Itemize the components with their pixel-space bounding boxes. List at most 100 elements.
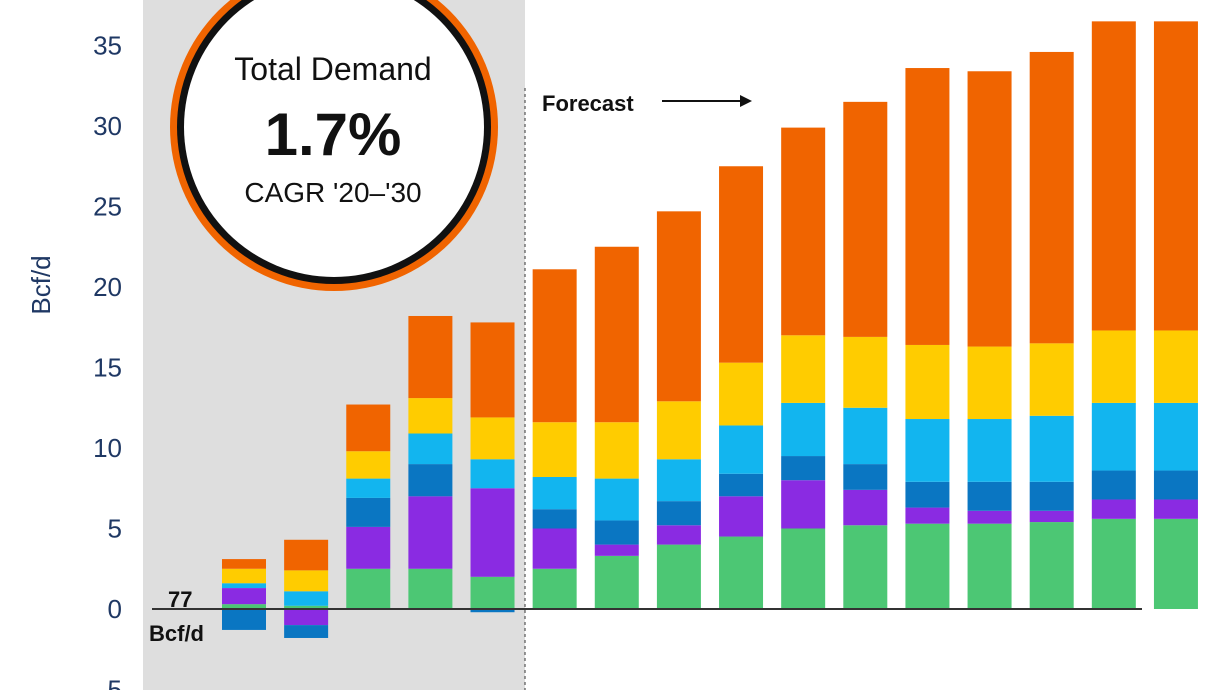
callout-value: 1.7% <box>265 101 402 168</box>
bar-segment <box>843 489 888 526</box>
bar-segment <box>222 583 266 589</box>
bar-segment <box>346 478 391 498</box>
bar-segment <box>781 528 826 609</box>
bar-segment <box>470 576 515 609</box>
bar-segment <box>1091 499 1136 519</box>
callout-title: Total Demand <box>234 51 431 87</box>
bar-segment <box>346 526 391 569</box>
bar-segment <box>408 315 453 399</box>
bar-segment <box>470 609 515 613</box>
bar-segment <box>719 425 764 474</box>
y-tick-label: 0 <box>108 594 122 624</box>
bar-segment <box>967 71 1012 347</box>
bar-segment <box>532 476 577 510</box>
bar-segment <box>1029 51 1074 344</box>
bar-segment <box>719 496 764 537</box>
bar-segment <box>719 362 764 426</box>
y-tick-label: 35 <box>93 31 122 61</box>
bar-segment <box>967 510 1012 524</box>
bar-segment <box>470 417 515 460</box>
bar-segment <box>532 422 577 477</box>
bar-segment <box>594 246 639 423</box>
bar-segment <box>905 507 950 524</box>
cagr-callout: Total Demand 1.7% CAGR '20–'30 <box>170 0 498 291</box>
bar-segment <box>656 459 701 502</box>
bar-segment <box>781 402 826 457</box>
bar-segment <box>284 609 329 626</box>
bar-segment <box>346 451 391 479</box>
bar-segment <box>905 68 950 345</box>
bar-segment <box>1029 510 1074 523</box>
bar-segment <box>905 419 950 482</box>
bar-segment <box>1153 470 1198 500</box>
bar-segment <box>532 528 577 569</box>
y-tick-label: 15 <box>93 353 122 383</box>
bar-segment <box>594 555 639 609</box>
bar-segment <box>284 591 329 606</box>
y-tick-label: -5 <box>99 675 122 690</box>
bar-segment <box>967 419 1012 482</box>
y-axis: -5 0 5 10 15 20 25 30 35 <box>93 31 122 690</box>
bar-segment <box>1091 21 1136 331</box>
bar-segment <box>222 604 266 609</box>
bar-segment <box>594 544 639 556</box>
bar-segment <box>222 568 266 584</box>
bar-segment <box>532 269 577 423</box>
forecast-arrow-head <box>740 95 752 107</box>
forecast-label: Forecast <box>542 91 634 116</box>
bar-segment <box>781 335 826 403</box>
bar-segment <box>843 525 888 609</box>
bar-segment <box>1091 518 1136 609</box>
bar-segment <box>656 525 701 545</box>
bar-segment <box>470 459 515 489</box>
bar-segment <box>843 101 888 337</box>
bar-segment <box>284 570 329 592</box>
bar-segment <box>843 336 888 408</box>
bar-segment <box>532 509 577 529</box>
bar-segment <box>719 166 764 363</box>
y-tick-label: 20 <box>93 272 122 302</box>
bar-segment <box>1091 402 1136 471</box>
bar-segment <box>222 559 266 569</box>
bar-segment <box>781 456 826 481</box>
bar-segment <box>594 422 639 479</box>
bar-segment <box>408 568 453 609</box>
bar-segment <box>1153 499 1198 519</box>
bar-segment <box>967 346 1012 420</box>
bar-segment <box>781 127 826 336</box>
callout-face <box>184 0 484 277</box>
bar-segment <box>222 588 266 605</box>
bar-segment <box>284 539 329 571</box>
bar-segment <box>967 523 1012 609</box>
bar-segment <box>1091 470 1136 500</box>
bar-segment <box>470 322 515 418</box>
bar-segment <box>408 398 453 434</box>
bar-segment <box>346 568 391 609</box>
y-tick-label: 5 <box>108 514 122 544</box>
bars <box>222 21 1198 638</box>
bar-segment <box>284 625 329 638</box>
bar-segment <box>656 211 701 402</box>
bar-segment <box>1153 330 1198 403</box>
bar-segment <box>470 488 515 577</box>
bar-segment <box>594 478 639 521</box>
y-tick-label: 30 <box>93 111 122 141</box>
bar-segment <box>408 496 453 569</box>
bar-segment <box>719 536 764 609</box>
bar-segment <box>843 464 888 490</box>
bar-segment <box>346 404 391 452</box>
bar-segment <box>905 344 950 420</box>
bar-segment <box>346 497 391 527</box>
bar-segment <box>1029 481 1074 511</box>
bar-segment <box>1029 415 1074 482</box>
bar-segment <box>408 464 453 497</box>
bar-segment <box>408 433 453 465</box>
y-tick-label: 25 <box>93 192 122 222</box>
bar-segment <box>781 480 826 529</box>
bar-segment <box>905 481 950 508</box>
bar-segment <box>1029 522 1074 609</box>
bar-segment <box>222 609 266 630</box>
bar-segment <box>532 568 577 609</box>
callout-subtitle: CAGR '20–'30 <box>244 177 421 208</box>
